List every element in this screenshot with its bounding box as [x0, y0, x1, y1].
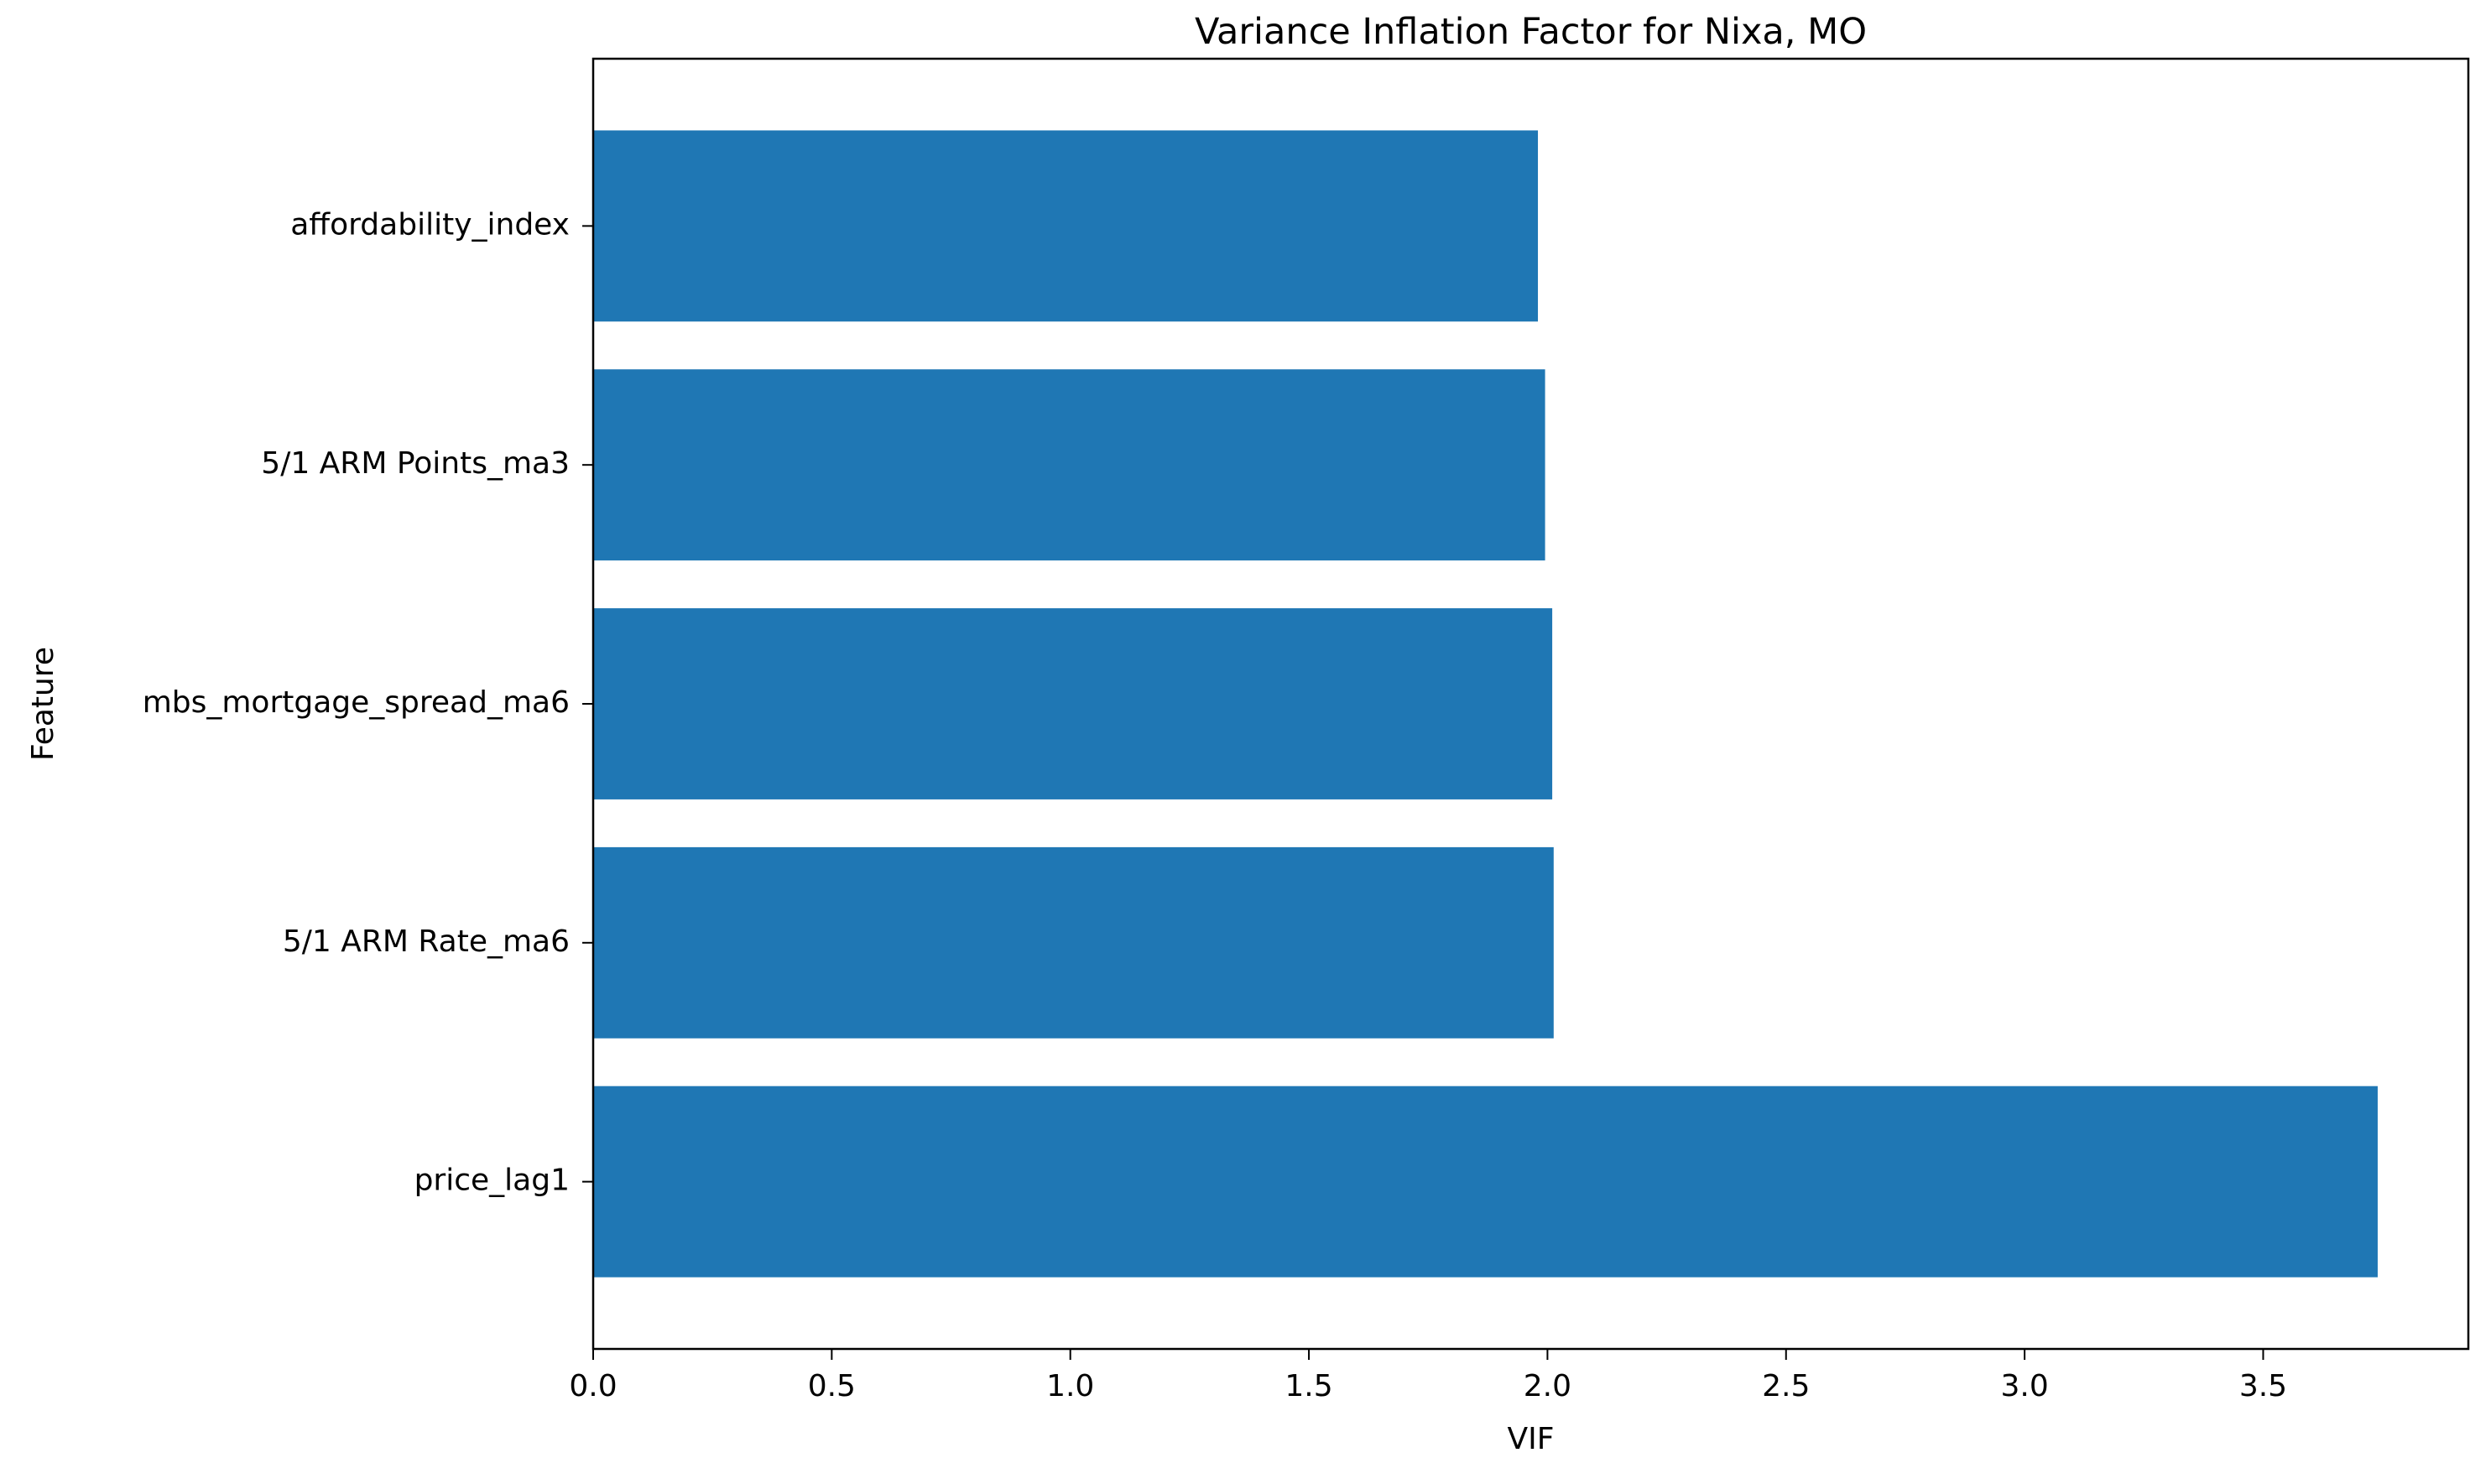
x-tick-label: 2.0: [1524, 1369, 1571, 1403]
y-axis-label: Feature: [26, 647, 60, 761]
plot-frame: [591, 57, 2470, 1351]
x-tick-label: 3.0: [2000, 1369, 2048, 1403]
y-tick-label: affordability_index: [290, 207, 570, 242]
x-tick-label: 1.5: [1285, 1369, 1332, 1403]
x-tick-label: 0.0: [569, 1369, 617, 1403]
bar-2: [593, 608, 1553, 799]
bar-3: [593, 846, 1554, 1039]
y-tick-label: mbs_mortgage_spread_ma6: [143, 685, 570, 720]
x-axis-ticks: 0.0 0.5 1.0 1.5 2.0 2.5 3.0 3.5: [569, 1349, 2287, 1403]
y-tick-label: 5/1 ARM Rate_ma6: [283, 924, 570, 959]
x-tick-label: 3.5: [2239, 1369, 2287, 1403]
bar-0: [593, 130, 1539, 322]
bar-1: [593, 369, 1545, 561]
chart-title: Variance Inflation Factor for Nixa, MO: [1195, 11, 1867, 53]
x-tick-label: 0.5: [808, 1369, 856, 1403]
x-axis-label: VIF: [1508, 1422, 1555, 1456]
x-tick-label: 2.5: [1762, 1369, 1810, 1403]
bars-layer: [593, 130, 2378, 1278]
bar-4: [593, 1086, 2378, 1278]
y-tick-label: price_lag1: [414, 1164, 570, 1198]
x-tick-label: 1.0: [1046, 1369, 1094, 1403]
y-axis-ticks: affordability_index 5/1 ARM Points_ma3mbs…: [143, 207, 593, 1198]
y-tick-label: 5/1 ARM Points_ma3: [261, 446, 570, 481]
